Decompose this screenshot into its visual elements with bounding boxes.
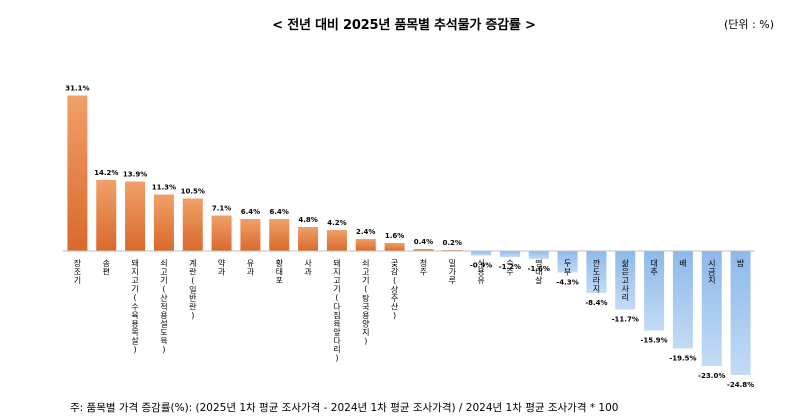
bar-7 <box>240 219 261 251</box>
bar-23 <box>701 251 722 366</box>
category-label-23: 시금치 <box>707 259 716 285</box>
category-label-2: 송편 <box>102 259 111 276</box>
bar-16 <box>499 251 520 257</box>
bar-10 <box>326 230 347 251</box>
category-label-13: 청주 <box>419 259 428 277</box>
bar-1 <box>67 95 88 251</box>
value-label-8: 6.4% <box>270 208 289 216</box>
chart-plot-area: 31.1% 장조기 14.2% 송편 13.9% 돼지고기(수육용목살) 11.3% 쇠고기(… <box>63 85 755 389</box>
bar-15 <box>471 251 492 256</box>
category-label-24: 밤 <box>736 258 745 267</box>
category-label-18: 두부 <box>563 259 572 277</box>
bar-21 <box>644 251 665 331</box>
category-label-5: 계란(일반란) <box>188 258 197 320</box>
footnote: 주: 품목별 가격 증감률(%): (2025년 1차 평균 조사가격 - 20… <box>70 402 619 414</box>
category-label-16: 숙주 <box>505 259 514 277</box>
bar-24 <box>730 251 751 375</box>
bar-18 <box>557 251 578 273</box>
bar-20 <box>615 251 636 310</box>
value-label-19: -8.4% <box>585 299 607 307</box>
category-label-14: 밀가루 <box>447 259 456 285</box>
value-label-17: -1.6% <box>528 265 550 273</box>
value-label-10: 4.2% <box>327 219 346 227</box>
value-label-21: -15.9% <box>640 337 667 345</box>
unit-label: (단위 : %) <box>724 18 774 31</box>
value-label-12: 1.6% <box>385 232 404 240</box>
category-label-15: 식용유 <box>477 259 486 285</box>
value-label-15: -0.9% <box>470 262 492 270</box>
category-label-8: 황태포 <box>274 258 283 284</box>
category-label-11: 쇠고기(탕국용양지) <box>361 259 370 346</box>
value-label-2: 14.2% <box>94 169 118 177</box>
category-label-3: 돼지고기(수육용목살) <box>130 259 139 355</box>
category-label-19: 깐도라지 <box>592 258 601 294</box>
bar-13 <box>413 249 434 251</box>
value-label-9: 4.8% <box>298 216 317 224</box>
category-label-17: 명태살 <box>534 258 543 284</box>
value-label-11: 2.4% <box>356 228 375 236</box>
value-label-7: 6.4% <box>241 208 260 216</box>
category-label-21: 대추 <box>650 259 659 277</box>
category-label-1: 장조기 <box>73 258 82 285</box>
bar-8 <box>269 219 290 251</box>
bar-4 <box>153 194 174 251</box>
chart-title: < 전년 대비 2025년 품목별 추석물가 증감률 > <box>272 18 536 33</box>
category-label-9: 사과 <box>303 259 312 277</box>
value-label-1: 31.1% <box>65 85 89 93</box>
category-label-22: 배 <box>678 259 687 268</box>
bar-17 <box>528 251 549 259</box>
category-label-20: 삶은고사리 <box>620 259 629 302</box>
bar-5 <box>182 198 203 251</box>
value-label-14: 0.2% <box>443 239 462 247</box>
category-label-7: 유과 <box>246 259 255 277</box>
value-label-22: -19.5% <box>669 355 696 363</box>
category-label-6: 약과 <box>217 258 226 277</box>
value-label-18: -4.3% <box>556 279 578 287</box>
value-label-24: -24.8% <box>727 381 754 389</box>
category-label-4: 쇠고기(산적용설도육) <box>159 259 168 355</box>
value-label-5: 10.5% <box>181 188 205 196</box>
category-label-12: 곶감(상주산) <box>390 259 399 321</box>
bar-3 <box>125 181 146 251</box>
value-label-23: -23.0% <box>698 372 725 380</box>
value-label-3: 13.9% <box>123 171 147 179</box>
bar-2 <box>96 180 117 251</box>
bar-22 <box>672 251 693 349</box>
value-label-20: -11.7% <box>612 316 639 324</box>
value-label-6: 7.1% <box>212 205 231 213</box>
category-label-10: 돼지고기(다짐육앞다리) <box>332 259 341 363</box>
bar-19 <box>586 251 607 293</box>
value-label-13: 0.4% <box>414 238 433 246</box>
bar-9 <box>298 227 319 251</box>
value-label-16: -1.2% <box>499 263 521 271</box>
bar-6 <box>211 215 232 251</box>
value-label-4: 11.3% <box>152 184 176 192</box>
bar-11 <box>355 239 376 251</box>
bar-12 <box>384 243 405 251</box>
